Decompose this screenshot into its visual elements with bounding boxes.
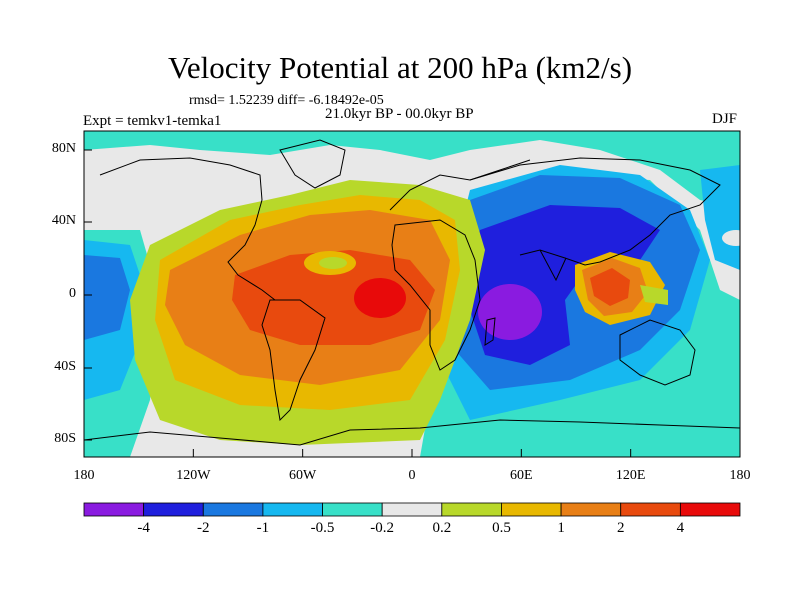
colorbar-swatch	[679, 502, 741, 517]
colorbar-label: 1	[557, 520, 565, 536]
colorbar-label: -0.2	[370, 520, 395, 536]
colorbar-swatch	[620, 502, 681, 517]
coast-australia	[619, 319, 696, 386]
y-tick-label: 40S	[54, 359, 76, 374]
colorbar	[83, 502, 741, 517]
contour-midblue-west	[84, 255, 130, 340]
colorbar-swatch	[560, 502, 622, 517]
map-title: Velocity Potential at 200 hPa (km2/s)	[167, 50, 633, 85]
colorbar-label: -1	[256, 520, 270, 536]
contour-redorange	[232, 250, 435, 345]
contour-maximum	[354, 278, 406, 318]
coast-india	[539, 249, 567, 282]
y-tick-label: 80N	[51, 141, 76, 156]
x-tick-label: 120E	[615, 468, 646, 483]
coast-greenland	[279, 139, 346, 189]
coast-madagascar	[484, 317, 496, 346]
colorbar-label: 0.5	[492, 520, 511, 536]
contour-field	[84, 131, 740, 457]
period-line: 21.0kyr BP - 00.0kyr BP	[325, 106, 474, 122]
contour-indonesia-green	[640, 285, 668, 305]
coast-asia	[469, 157, 721, 266]
experiment-label: Expt = temkv1-temka1	[83, 113, 222, 129]
colorbar-swatch	[202, 502, 264, 517]
colorbar-label: -2	[197, 520, 210, 536]
stats-line: rmsd= 1.52239 diff= -6.18492e-05	[189, 93, 384, 108]
coast-europe	[389, 159, 531, 211]
colorbar-label: 2	[616, 520, 625, 536]
colorbar-label: 4	[676, 520, 685, 536]
coast-antarctica	[84, 419, 740, 446]
x-tick-label: 60W	[289, 468, 317, 483]
colorbar-label: 0.2	[432, 520, 452, 536]
contour-cyan-north	[84, 131, 740, 210]
x-tick-label: 60E	[510, 468, 533, 483]
contour-inner-patch-core	[319, 257, 347, 269]
colorbar-label: -0.5	[310, 520, 335, 536]
colorbar-swatch	[381, 502, 443, 517]
x-tick-label: 180	[73, 468, 95, 483]
colorbar-swatch	[262, 502, 323, 517]
contour-far-east-neutral	[722, 230, 740, 246]
colorbar-label: -4	[137, 520, 150, 536]
colorbar-swatch	[143, 502, 204, 517]
season-label: DJF	[712, 111, 738, 127]
x-tick-label: 0	[408, 468, 416, 483]
y-tick-label: 80S	[54, 431, 76, 446]
axis-ticks	[83, 149, 741, 457]
x-tick-label: 180	[729, 468, 751, 483]
colorbar-swatch	[322, 502, 383, 517]
contour-minimum	[478, 284, 542, 340]
coastlines	[84, 139, 740, 446]
contour-indonesia-redorange	[590, 268, 630, 306]
y-tick-label: 40N	[51, 213, 76, 228]
y-tick-label: 0	[69, 286, 76, 301]
contour-far-east-cyan	[690, 325, 740, 370]
colorbar-swatch	[83, 502, 145, 517]
x-tick-label: 120W	[176, 468, 211, 483]
colorbar-swatch	[441, 502, 502, 517]
coast-south-america	[261, 299, 326, 422]
colorbar-swatch	[501, 502, 562, 517]
coast-north-america	[99, 157, 276, 301]
coast-africa	[391, 219, 481, 371]
